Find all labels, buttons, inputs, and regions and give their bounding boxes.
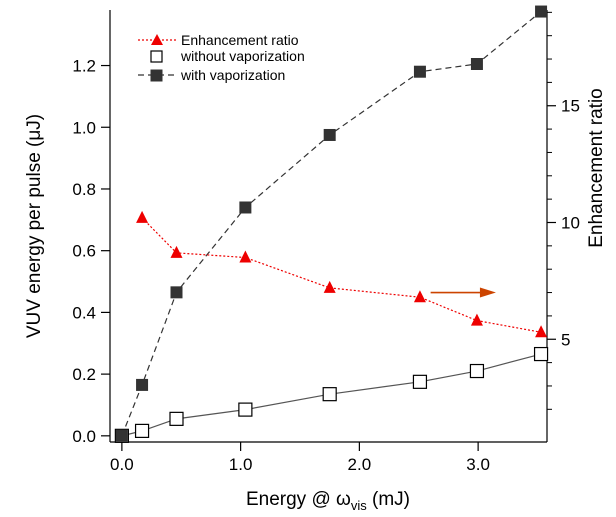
x-axis-title-unit: (mJ) xyxy=(367,489,410,510)
data-point-without-vaporization xyxy=(533,346,549,362)
y-right-axis-title: Enhancement ratio xyxy=(586,88,607,248)
legend-label-with-vaporization: with vaporization xyxy=(180,67,285,83)
legend: Enhancement ratio without vaporization w… xyxy=(138,32,305,83)
x-axis-title-subscript: vis xyxy=(351,498,367,513)
y-left-tick-label: 0.2 xyxy=(72,365,96,384)
data-point-with-vaporization xyxy=(115,429,128,442)
data-point-without-vaporization xyxy=(469,363,485,379)
y-left-tick-label: 0.0 xyxy=(72,427,96,446)
series-line-with-vaporization xyxy=(121,11,542,437)
legend-entry-with-vaporization: with vaporization xyxy=(138,67,285,83)
legend-label-without-vaporization: without vaporization xyxy=(180,48,305,64)
y-left-tick-label: 0.8 xyxy=(72,180,96,199)
legend-marker-without-vaporization xyxy=(150,50,163,63)
data-point-with-vaporization xyxy=(239,201,252,214)
data-point-with-vaporization xyxy=(535,5,548,18)
data-point-enhancement-ratio xyxy=(323,280,336,293)
x-axis-title-main: Energy @ ω xyxy=(246,489,351,510)
data-point-without-vaporization xyxy=(238,402,253,417)
data-point-enhancement-ratio xyxy=(535,325,548,338)
x-tick-label: 2.0 xyxy=(348,455,372,474)
legend-label-enhancement-ratio: Enhancement ratio xyxy=(181,32,299,48)
data-point-without-vaporization xyxy=(134,423,150,438)
data-point-without-vaporization xyxy=(322,387,337,402)
series-line-enhancement-ratio xyxy=(141,217,542,333)
data-point-with-vaporization xyxy=(170,286,183,299)
data-point-enhancement-ratio xyxy=(136,210,149,223)
x-tick-label: 3.0 xyxy=(466,455,490,474)
y-right-tick-label: 15 xyxy=(561,97,580,116)
x-axis-title: Energy @ ωvis (mJ) xyxy=(246,489,410,513)
data-point-enhancement-ratio xyxy=(170,245,183,258)
data-point-without-vaporization xyxy=(169,411,184,426)
data-point-with-vaporization xyxy=(136,378,149,391)
y-left-tick-label: 1.0 xyxy=(72,118,96,137)
y-left-axis-title: VUV energy per pulse (μJ) xyxy=(24,114,45,338)
data-point-with-vaporization xyxy=(470,58,483,70)
legend-marker-with-vaporization xyxy=(150,69,163,82)
data-point-enhancement-ratio xyxy=(413,290,426,303)
series-enhancement-ratio xyxy=(136,210,548,338)
series-with-vaporization xyxy=(115,5,548,442)
ticks-layer: 0.0 1.0 2.0 3.0 0.0 0.2 0.4 0.6 0.8 1.0 1.2 5 10 15 xyxy=(72,11,580,474)
x-tick-label: 0.0 xyxy=(110,455,134,474)
x-tick-label: 1.0 xyxy=(229,455,253,474)
data-point-enhancement-ratio xyxy=(239,250,252,263)
series-layer xyxy=(114,5,549,443)
y-left-tick-label: 0.4 xyxy=(72,303,96,322)
legend-entry-enhancement-ratio: Enhancement ratio xyxy=(138,32,299,48)
data-point-enhancement-ratio xyxy=(470,313,483,326)
data-point-with-vaporization xyxy=(323,128,336,141)
legend-entry-without-vaporization: without vaporization xyxy=(150,48,305,64)
series-without-vaporization xyxy=(114,346,549,443)
annotation-layer xyxy=(430,287,496,298)
y-right-tick-label: 5 xyxy=(561,330,570,349)
y-right-tick-label: 10 xyxy=(561,213,580,232)
y-left-tick-label: 0.6 xyxy=(72,242,96,261)
annotation-arrow-head xyxy=(479,287,496,298)
data-point-with-vaporization xyxy=(413,65,426,78)
data-point-without-vaporization xyxy=(412,374,428,389)
legend-marker-enhancement-ratio xyxy=(151,34,163,45)
y-left-tick-label: 1.2 xyxy=(72,57,96,76)
